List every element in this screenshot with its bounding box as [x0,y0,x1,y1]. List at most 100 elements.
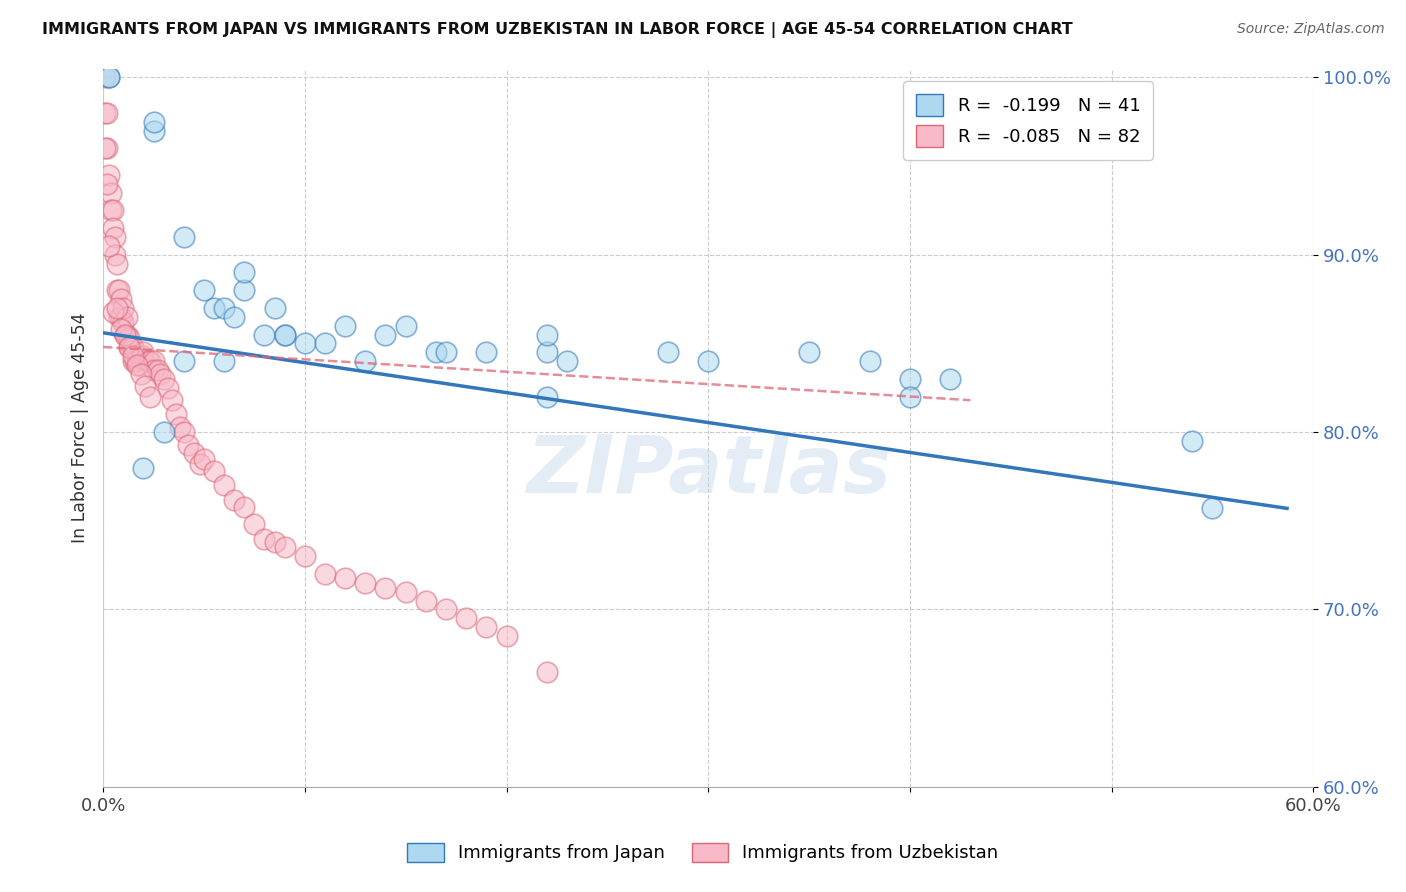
Point [124,354,146,368]
Point [114,327,136,342]
Point [395,318,418,333]
Point [475,620,498,634]
Point [536,327,558,342]
Point [98,168,121,182]
Point [131,367,153,381]
Point [108,310,131,324]
Point [103,221,125,235]
Point [202,301,225,315]
Point [697,354,720,368]
Point [253,327,276,342]
Point [314,336,336,351]
Point [103,304,125,318]
Point [138,354,160,368]
Point [114,327,136,342]
Point [212,478,235,492]
Point [104,230,127,244]
Point [100,186,122,200]
Point [96,141,118,155]
Point [98,70,121,85]
Point [117,327,139,342]
Point [160,393,183,408]
Point [374,581,396,595]
Point [122,340,145,354]
Point [273,327,295,342]
Point [224,492,246,507]
Point [456,611,478,625]
Point [96,177,118,191]
Point [314,567,336,582]
Point [243,517,266,532]
Point [149,367,172,381]
Point [898,390,921,404]
Point [138,390,160,404]
Point [136,354,159,368]
Point [536,390,558,404]
Point [142,354,165,368]
Point [273,327,295,342]
Point [127,358,149,372]
Point [146,363,169,377]
Point [536,665,558,679]
Point [212,354,235,368]
Legend: Immigrants from Japan, Immigrants from Uzbekistan: Immigrants from Japan, Immigrants from U… [401,836,1005,870]
Point [425,345,447,359]
Y-axis label: In Labor Force | Age 45-54: In Labor Force | Age 45-54 [72,312,89,543]
Point [142,363,165,377]
Point [495,629,517,643]
Point [165,408,187,422]
Point [374,327,396,342]
Legend: R =  -0.199   N = 41, R =  -0.085   N = 82: R = -0.199 N = 41, R = -0.085 N = 82 [904,81,1153,160]
Point [333,318,356,333]
Text: Source: ZipAtlas.com: Source: ZipAtlas.com [1237,22,1385,37]
Point [105,257,128,271]
Point [173,230,195,244]
Point [152,372,174,386]
Point [1181,434,1204,448]
Point [94,106,117,120]
Point [105,283,128,297]
Point [294,549,316,564]
Point [132,345,155,359]
Point [224,310,246,324]
Point [434,345,457,359]
Point [156,381,179,395]
Point [118,331,141,345]
Point [395,584,418,599]
Point [354,354,377,368]
Point [110,322,132,336]
Point [117,310,139,324]
Point [108,283,131,297]
Point [131,351,153,365]
Point [273,541,295,555]
Point [152,425,174,439]
Point [263,535,285,549]
Point [112,315,135,329]
Point [173,354,195,368]
Point [104,248,127,262]
Point [263,301,285,315]
Point [253,532,276,546]
Point [132,460,155,475]
Point [120,340,142,354]
Point [555,354,578,368]
Point [98,70,121,85]
Point [134,379,156,393]
Point [193,451,215,466]
Point [94,70,117,85]
Point [475,345,498,359]
Point [415,593,437,607]
Point [132,349,155,363]
Point [96,106,118,120]
Point [127,354,149,368]
Point [183,446,205,460]
Point [118,340,141,354]
Point [188,457,211,471]
Point [177,437,200,451]
Point [797,345,820,359]
Point [94,141,117,155]
Point [858,354,880,368]
Point [536,345,558,359]
Point [173,425,195,439]
Point [122,354,145,368]
